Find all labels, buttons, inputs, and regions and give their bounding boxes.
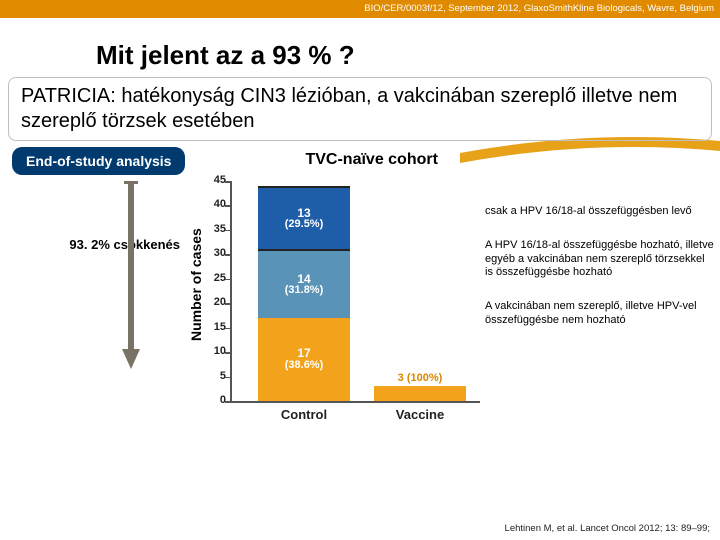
legend-item: A vakcinában nem szereplő, illetve HPV-v… (485, 300, 715, 328)
bar-segment: 13(29.5%) (258, 186, 350, 250)
x-tick-label: Control (258, 407, 350, 422)
left-column: 93. 2% csökkenés (0, 181, 190, 431)
citation: Lehtinen M, et al. Lancet Oncol 2012; 13… (505, 523, 710, 534)
legend-item: csak a HPV 16/18-al összefüggésben levő (485, 205, 715, 219)
y-tick (225, 181, 230, 183)
y-tick-label: 35 (202, 223, 226, 235)
y-axis (230, 181, 232, 401)
x-axis (230, 401, 480, 403)
y-tick-label: 45 (202, 174, 226, 186)
bar-segment: 17(38.6%) (258, 318, 350, 401)
y-tick-label: 10 (202, 345, 226, 357)
reduction-label: 93. 2% csökkenés (0, 237, 190, 252)
header-bar: BIO/CER/0003f/12, September 2012, GlaxoS… (0, 0, 720, 18)
page-title: Mit jelent az a 93 % ? (96, 40, 720, 71)
bar: 17(38.6%)14(31.8%)13(29.5%) (258, 186, 350, 401)
y-tick (225, 303, 230, 305)
bar (374, 386, 466, 401)
cohort-label: TVC-naïve cohort (305, 151, 437, 169)
subtitle-wrap: PATRICIA: hatékonyság CIN3 lézióban, a v… (8, 77, 712, 141)
slide: BIO/CER/0003f/12, September 2012, GlaxoS… (0, 0, 720, 540)
y-tick-label: 20 (202, 296, 226, 308)
y-tick (225, 279, 230, 281)
y-tick (225, 401, 230, 403)
x-tick-label: Vaccine (374, 407, 466, 422)
stacked-bar-chart: 05101520253035404517(38.6%)14(31.8%)13(2… (230, 181, 480, 431)
y-tick-label: 5 (202, 370, 226, 382)
bar-segment (374, 386, 466, 401)
y-tick (225, 205, 230, 207)
y-tick-label: 15 (202, 321, 226, 333)
down-arrow-icon (120, 181, 142, 371)
y-tick (225, 230, 230, 232)
bar-segment: 14(31.8%) (258, 249, 350, 317)
y-tick (225, 328, 230, 330)
legend-item: A HPV 16/18-al összefüggésbe hozható, il… (485, 239, 715, 280)
legend: csak a HPV 16/18-al összefüggésben levő … (485, 205, 715, 348)
y-tick (225, 352, 230, 354)
y-tick-label: 30 (202, 247, 226, 259)
analysis-badge: End-of-study analysis (12, 147, 185, 175)
y-tick (225, 377, 230, 379)
y-tick-label: 0 (202, 394, 226, 406)
y-tick (225, 254, 230, 256)
bar-outside-label: 3 (100%) (370, 372, 470, 384)
y-tick-label: 40 (202, 198, 226, 210)
y-tick-label: 25 (202, 272, 226, 284)
subtitle-box: PATRICIA: hatékonyság CIN3 lézióban, a v… (8, 77, 712, 141)
